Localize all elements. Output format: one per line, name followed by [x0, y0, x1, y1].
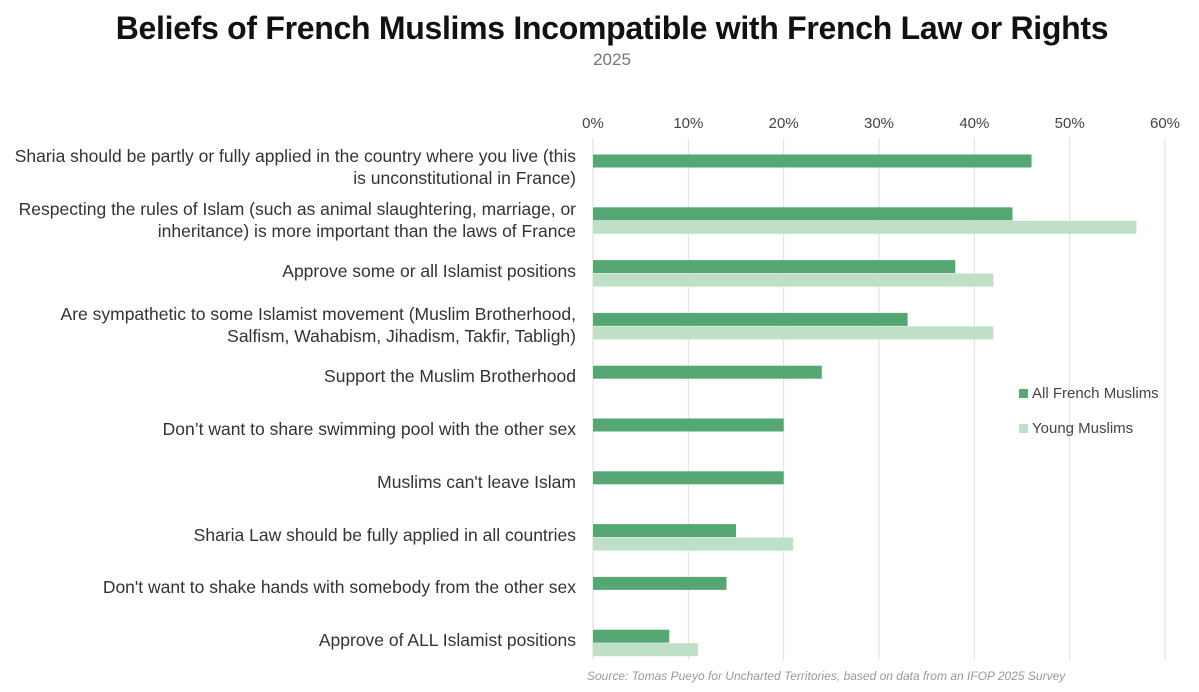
category-label-line: Respecting the rules of Islam (such as a…: [18, 198, 576, 219]
category-label-line: Sharia should be partly or fully applied…: [14, 146, 576, 166]
bar-young-muslims-2: [593, 273, 994, 287]
category-label: Sharia should be partly or fully applied…: [0, 145, 576, 189]
bar-all-french-muslims-3: [593, 312, 908, 326]
category-label-line: is unconstitutional in France): [353, 168, 576, 188]
legend-label-young-muslims: Young Muslims: [1032, 420, 1134, 437]
chart-subtitle: 2025: [593, 50, 631, 69]
bar-young-muslims-9: [593, 643, 698, 657]
legend-swatch-all-french-muslims: [1019, 389, 1028, 398]
category-label: Sharia Law should be fully applied in al…: [0, 524, 576, 546]
category-label-line: Sharia Law should be fully applied in al…: [193, 524, 576, 545]
category-label: Respecting the rules of Islam (such as a…: [0, 198, 576, 242]
category-label: Approve some or all Islamist positions: [0, 260, 576, 282]
source-note: Source: Tomas Pueyo for Uncharted Territ…: [587, 669, 1066, 683]
category-label: Support the Muslim Brotherhood: [0, 365, 576, 387]
category-label-line: Approve some or all Islamist positions: [282, 260, 576, 281]
legend-label-all-french-muslims: All French Muslims: [1032, 385, 1159, 402]
bar-all-french-muslims-6: [593, 471, 784, 485]
bar-young-muslims-3: [593, 326, 994, 340]
bar-young-muslims-1: [593, 220, 1137, 234]
x-tick-label: 0%: [582, 115, 604, 132]
x-tick-label: 60%: [1150, 115, 1180, 132]
legend-item-all-french-muslims: All French Muslims: [1019, 385, 1159, 402]
legend-item-young-muslims: Young Muslims: [1019, 420, 1133, 437]
bar-all-french-muslims-8: [593, 576, 727, 590]
category-label: Approve of ALL Islamist positions: [0, 629, 576, 651]
bar-all-french-muslims-7: [593, 524, 736, 538]
bar-all-french-muslims-4: [593, 365, 822, 379]
category-label: Don't want to shake hands with somebody …: [0, 576, 576, 598]
category-label: Don’t want to share swimming pool with t…: [0, 418, 576, 440]
bar-all-french-muslims-1: [593, 207, 1013, 221]
category-label-line: Support the Muslim Brotherhood: [324, 366, 576, 387]
x-tick-label: 40%: [959, 115, 989, 132]
x-tick-label: 30%: [864, 115, 894, 132]
category-label-line: Don't want to shake hands with somebody …: [102, 577, 576, 598]
x-tick-label: 50%: [1055, 115, 1085, 132]
category-label-line: Muslims can't leave Islam: [377, 471, 576, 492]
legend-swatch-young-muslims: [1019, 424, 1028, 433]
category-label-line: Are sympathetic to some Islamist movemen…: [60, 304, 576, 325]
bar-all-french-muslims-5: [593, 418, 784, 432]
category-label-line: Don’t want to share swimming pool with t…: [162, 419, 576, 439]
bar-young-muslims-7: [593, 537, 794, 551]
category-label-line: Salfism, Wahabism, Jihadism, Takfir, Tab…: [227, 326, 576, 347]
chart-title: Beliefs of French Muslims Incompatible w…: [115, 10, 1109, 46]
category-label-line: inheritance) is more important than the …: [157, 220, 576, 241]
bar-all-french-muslims-9: [593, 629, 670, 643]
category-label: Are sympathetic to some Islamist movemen…: [0, 303, 576, 347]
x-tick-label: 20%: [769, 115, 799, 132]
bar-all-french-muslims-0: [593, 154, 1032, 168]
category-label: Muslims can't leave Islam: [0, 471, 576, 493]
bar-all-french-muslims-2: [593, 260, 956, 274]
category-label-line: Approve of ALL Islamist positions: [318, 630, 576, 651]
x-tick-label: 10%: [673, 115, 703, 132]
